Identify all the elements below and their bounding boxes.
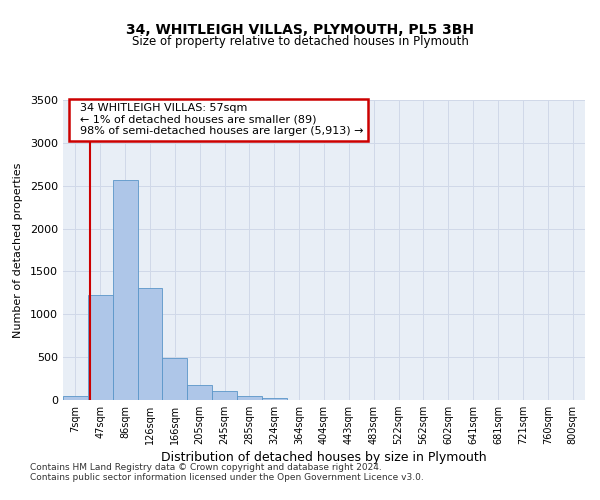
- Text: 34, WHITLEIGH VILLAS, PLYMOUTH, PL5 3BH: 34, WHITLEIGH VILLAS, PLYMOUTH, PL5 3BH: [126, 22, 474, 36]
- Text: Contains public sector information licensed under the Open Government Licence v3: Contains public sector information licen…: [30, 474, 424, 482]
- Text: 34 WHITLEIGH VILLAS: 57sqm
  ← 1% of detached houses are smaller (89)
  98% of s: 34 WHITLEIGH VILLAS: 57sqm ← 1% of detac…: [73, 103, 364, 136]
- Bar: [163, 358, 187, 400]
- Bar: [113, 180, 137, 400]
- Bar: [262, 398, 287, 400]
- Bar: [212, 392, 237, 400]
- X-axis label: Distribution of detached houses by size in Plymouth: Distribution of detached houses by size …: [161, 452, 487, 464]
- Bar: [187, 385, 212, 400]
- Text: Size of property relative to detached houses in Plymouth: Size of property relative to detached ho…: [131, 35, 469, 48]
- Y-axis label: Number of detached properties: Number of detached properties: [13, 162, 23, 338]
- Bar: [137, 288, 163, 400]
- Text: Contains HM Land Registry data © Crown copyright and database right 2024.: Contains HM Land Registry data © Crown c…: [30, 464, 382, 472]
- Bar: [88, 294, 113, 400]
- Bar: [63, 396, 88, 400]
- Bar: [237, 396, 262, 400]
